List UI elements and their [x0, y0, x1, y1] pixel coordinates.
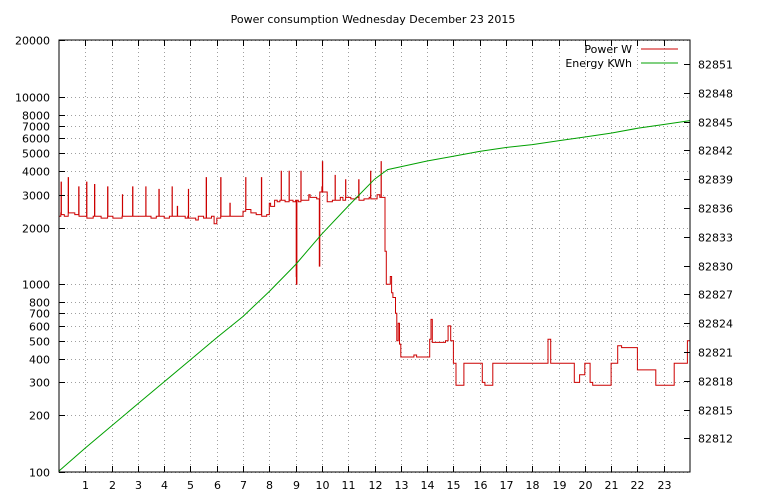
- y-tick-label: 7000: [22, 121, 50, 134]
- x-tick-label: 23: [658, 479, 672, 492]
- x-tick-label: 16: [474, 479, 488, 492]
- x-tick-label: 13: [395, 479, 409, 492]
- y-tick-label: 6000: [22, 133, 50, 146]
- y-tick-label: 4000: [22, 166, 50, 179]
- x-tick-label: 19: [553, 479, 567, 492]
- y2-tick-label: 82815: [698, 405, 733, 418]
- y2-tick-label: 82842: [698, 145, 733, 158]
- y-tick-label: 400: [29, 354, 50, 367]
- x-tick-label: 17: [500, 479, 514, 492]
- y-axis-right: 82812 82815 82818 82821 82824 82827 82830 82833…: [684, 59, 733, 446]
- x-tick-label: 5: [187, 479, 194, 492]
- x-tick-label: 15: [447, 479, 461, 492]
- y-tick-label: 600: [29, 321, 50, 334]
- y2-tick-label: 82833: [698, 232, 733, 245]
- grid-lines: [59, 40, 690, 473]
- y2-tick-label: 82845: [698, 117, 733, 130]
- y-tick-label: 20000: [15, 35, 50, 48]
- x-tick-label: 9: [293, 479, 300, 492]
- x-tick-label: 6: [214, 479, 221, 492]
- y2-tick-label: 82848: [698, 88, 733, 101]
- x-tick-label: 22: [631, 479, 645, 492]
- y-tick-label: 10000: [15, 92, 50, 105]
- y2-tick-label: 82824: [698, 318, 733, 331]
- x-tick-label: 7: [240, 479, 247, 492]
- y-tick-label: 200: [29, 410, 50, 423]
- x-tick-label: 20: [579, 479, 593, 492]
- y2-tick-label: 82839: [698, 174, 733, 187]
- y-tick-label: 8000: [22, 110, 50, 123]
- y-tick-label: 800: [29, 297, 50, 310]
- legend-label-energy: Energy KWh: [565, 57, 632, 70]
- x-tick-label: 10: [316, 479, 330, 492]
- legend: Power W Energy KWh: [565, 43, 678, 70]
- x-tick-label: 4: [161, 479, 168, 492]
- y-tick-label: 700: [29, 308, 50, 321]
- y-tick-label: 1000: [22, 279, 50, 292]
- x-tick-label: 18: [526, 479, 540, 492]
- chart-title: Power consumption Wednesday December 23 …: [231, 13, 516, 26]
- y-tick-label: 3000: [22, 190, 50, 203]
- y-tick-label: 2000: [22, 223, 50, 236]
- y2-tick-label: 82827: [698, 289, 733, 302]
- y-tick-label: 100: [29, 467, 50, 480]
- series-lines: [58, 120, 691, 472]
- x-tick-label: 21: [605, 479, 619, 492]
- x-tick-label: 8: [266, 479, 273, 492]
- y2-tick-label: 82821: [698, 347, 733, 360]
- x-axis: 1 2 3 4 5 6 7 8 9 10 11 12 13 14 15 16 17 18 19 20 21 22 23: [82, 40, 672, 492]
- y2-tick-label: 82812: [698, 433, 733, 446]
- x-tick-label: 1: [82, 479, 89, 492]
- legend-label-power: Power W: [584, 43, 632, 56]
- plot-frame: [58, 39, 691, 473]
- power-line: [59, 161, 690, 386]
- y-tick-label: 500: [29, 336, 50, 349]
- x-tick-label: 14: [421, 479, 435, 492]
- y2-tick-label: 82851: [698, 59, 733, 72]
- y-tick-label: 300: [29, 377, 50, 390]
- y2-tick-label: 82836: [698, 203, 733, 216]
- x-tick-label: 3: [135, 479, 142, 492]
- x-tick-label: 2: [109, 479, 116, 492]
- y-tick-label: 5000: [22, 148, 50, 161]
- x-tick-label: 12: [369, 479, 383, 492]
- y2-tick-label: 82830: [698, 261, 733, 274]
- y2-tick-label: 82818: [698, 376, 733, 389]
- energy-line: [58, 120, 691, 472]
- x-tick-label: 11: [342, 479, 356, 492]
